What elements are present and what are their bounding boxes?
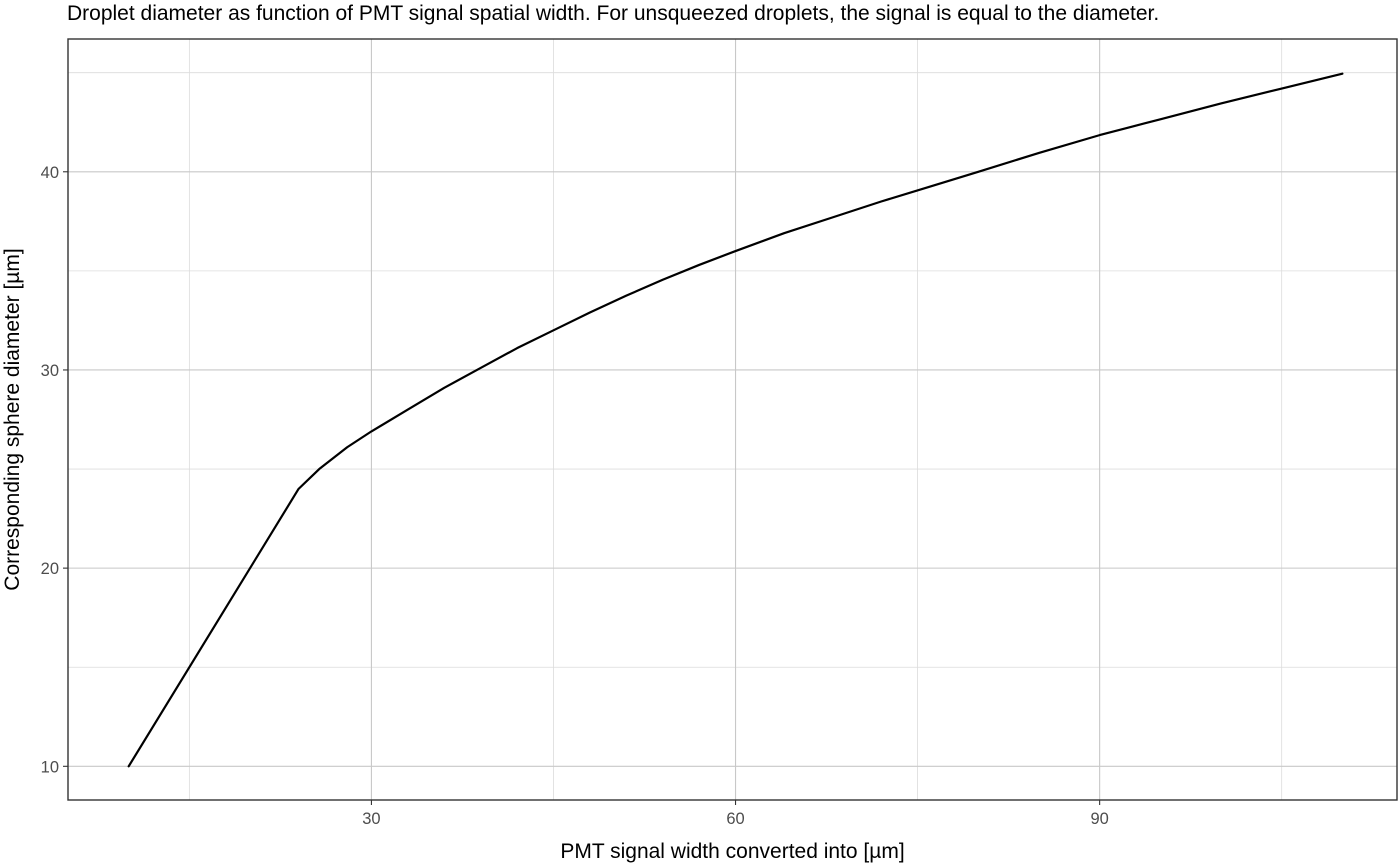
series-line	[127, 72, 1344, 768]
axis-tick-labels: 30 60 90 10 20 30 40	[41, 164, 1109, 828]
y-tick-label: 10	[41, 758, 59, 776]
x-axis-title: PMT signal width converted into [µm]	[560, 840, 904, 863]
x-tick-label: 30	[362, 810, 380, 828]
plot-panel-border	[67, 38, 1398, 801]
y-tick-label: 40	[41, 164, 59, 182]
y-tick-label: 20	[41, 560, 59, 578]
x-tick-label: 90	[1090, 810, 1108, 828]
y-tick-label: 30	[41, 362, 59, 380]
series-layer	[127, 72, 1344, 768]
y-axis-title: Corresponding sphere diameter [µm]	[1, 248, 24, 590]
chart-title: Droplet diameter as function of PMT sign…	[67, 2, 1159, 25]
grid-lines	[68, 39, 1397, 800]
axis-ticks	[63, 171, 1101, 805]
x-tick-label: 60	[726, 810, 744, 828]
